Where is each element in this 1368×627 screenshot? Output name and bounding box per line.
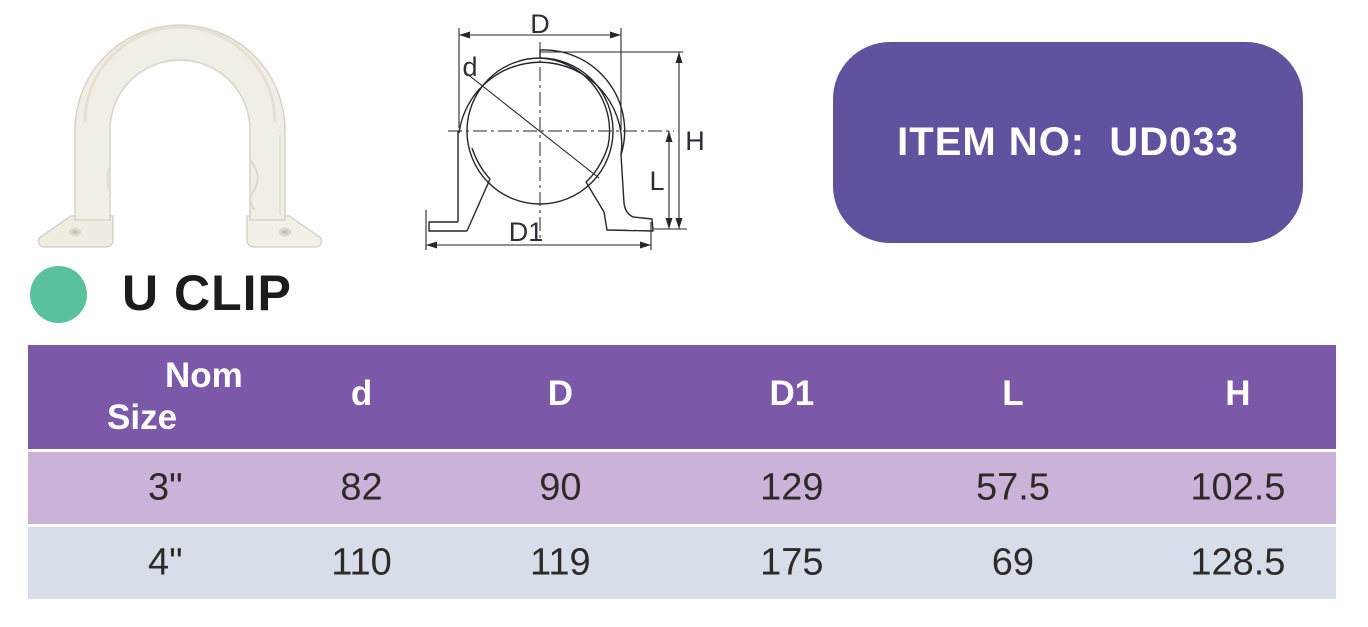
cell-L: 57.5 — [975, 466, 1050, 509]
clip-section-hatch — [539, 49, 654, 232]
table-row: 4" 110 119 175 69 128.5 — [28, 527, 1336, 599]
d1-dimension-lines — [425, 210, 652, 250]
cell-H: 102.5 — [1190, 466, 1286, 509]
cell-d: 82 — [340, 466, 383, 509]
dimension-diagram: d D H L D1 — [425, 9, 705, 250]
header-cell-nom-size: Nom Size — [107, 356, 243, 437]
cell-size: 3" — [148, 466, 183, 509]
header-cell-D: D — [547, 373, 573, 413]
header-cell-H: H — [1225, 373, 1251, 413]
clip-left-leg — [428, 131, 491, 232]
diagram-label-L: L — [649, 166, 664, 196]
header-cell-D1: D1 — [769, 373, 815, 413]
cell-D: 90 — [539, 466, 582, 509]
diagram-label-H: H — [685, 126, 705, 156]
green-bullet-icon — [30, 266, 87, 323]
cell-D1: 129 — [760, 466, 824, 509]
cell-d: 110 — [331, 541, 392, 584]
item-number-badge: ITEM NO: UD033 — [833, 42, 1303, 243]
d-diameter-line — [465, 72, 600, 179]
cell-size: 4" — [148, 541, 183, 584]
item-number-text: ITEM NO: UD033 — [897, 120, 1239, 164]
table-row: 3" 82 90 129 57.5 102.5 — [28, 452, 1336, 524]
cell-D1: 175 — [760, 541, 824, 584]
clip-band — [74, 24, 286, 221]
page-title: U CLIP — [122, 265, 292, 321]
product-photo — [37, 24, 323, 248]
cell-D: 119 — [530, 541, 591, 584]
d-dimension-lines — [458, 28, 622, 130]
header-cell-L: L — [1002, 373, 1024, 413]
cell-H: 128.5 — [1190, 541, 1286, 584]
diagram-label-D: D — [530, 9, 550, 39]
h-dimension-lines — [540, 51, 687, 230]
spec-table-header: Nom Size d D D1 L H — [28, 345, 1336, 449]
header-cell-d: d — [350, 373, 373, 413]
cell-L: 69 — [991, 541, 1035, 584]
diagram-label-d: d — [462, 52, 477, 82]
clip-outer-arc — [458, 61, 623, 156]
spec-table: Nom Size d D D1 L H 3" 82 90 129 57.5 10… — [28, 345, 1336, 599]
diagram-label-D1: D1 — [509, 217, 544, 247]
